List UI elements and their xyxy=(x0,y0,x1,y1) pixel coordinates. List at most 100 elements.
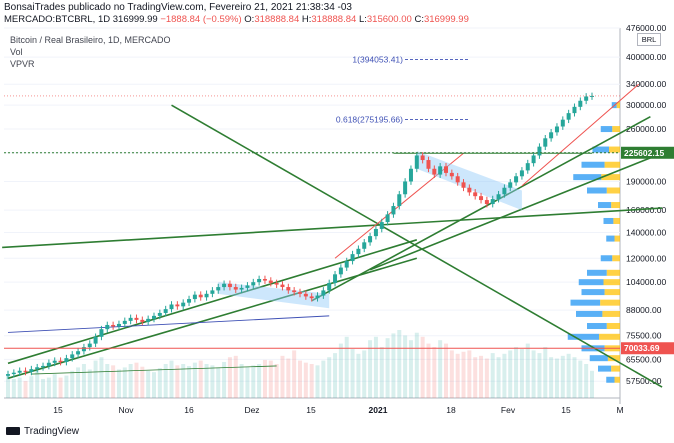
price-tick-label: 88000.00 xyxy=(626,305,662,315)
vpvr-bar-down xyxy=(607,355,620,362)
flag-pattern-1 xyxy=(218,282,330,309)
candle-body xyxy=(420,155,425,161)
support-line-purple[interactable] xyxy=(7,315,330,333)
volume-bar xyxy=(508,350,513,398)
candle-body xyxy=(192,294,197,300)
volume-bar xyxy=(11,378,16,398)
volume-bar xyxy=(560,355,565,398)
candle-body xyxy=(368,236,373,243)
vpvr-bar-down xyxy=(599,333,620,340)
volume-bar xyxy=(449,350,454,398)
price-tick-label: 57500.00 xyxy=(626,376,662,386)
candle-body xyxy=(81,347,86,352)
volume-bar xyxy=(373,336,378,398)
price-label-text: 225602.15 xyxy=(624,148,664,158)
candle-body xyxy=(93,336,98,344)
price-tick-label: 140000.00 xyxy=(626,227,666,237)
vpvr-bar-down xyxy=(606,323,620,330)
candle-body xyxy=(134,317,139,320)
candle-body xyxy=(590,95,594,97)
minor-trend-line[interactable] xyxy=(31,365,277,375)
candle-body xyxy=(426,160,431,169)
high-label: H: xyxy=(301,14,312,25)
time-tick-label: 15 xyxy=(561,405,571,415)
vpvr-bar-up xyxy=(581,161,605,168)
volume-bar xyxy=(227,357,232,398)
volume-bar xyxy=(549,357,554,398)
volume-bar xyxy=(198,360,203,398)
legend-vol[interactable]: Vol xyxy=(10,47,23,57)
fib-level-label: 0.618(275195.66) xyxy=(336,115,403,125)
volume-bar xyxy=(578,360,583,398)
volume-bar xyxy=(111,365,116,398)
bottom-trend-line[interactable] xyxy=(171,104,663,388)
candle-body xyxy=(327,282,332,291)
candle-body xyxy=(292,290,297,293)
candle-body xyxy=(169,304,174,310)
volume-bar xyxy=(590,370,594,398)
legend-vpvr[interactable]: VPVR xyxy=(10,59,35,69)
time-tick-label: 15 xyxy=(306,405,316,415)
volume-bar xyxy=(292,350,297,398)
high-value: 318888.84 xyxy=(311,14,357,25)
candle-body xyxy=(286,287,291,291)
candle-body xyxy=(116,323,121,327)
volume-bar xyxy=(414,332,419,398)
candle-body xyxy=(473,192,478,197)
publisher-line: BonsaiTrades publicado no TradingView.co… xyxy=(4,2,352,13)
vpvr-bar-up xyxy=(592,146,609,153)
volume-bar xyxy=(204,364,209,398)
candle-body xyxy=(46,362,51,366)
price-tick-label: 120000.00 xyxy=(626,253,666,263)
red-trend-line-2[interactable] xyxy=(521,83,640,187)
volume-bar xyxy=(35,370,40,398)
vpvr-bar-down xyxy=(602,310,620,317)
channel-upper-1[interactable] xyxy=(7,239,418,365)
volume-bar xyxy=(385,338,390,398)
vpvr-bar-down xyxy=(614,376,620,383)
vpvr-bar-down xyxy=(601,174,620,181)
channel-lower-1[interactable] xyxy=(7,257,418,380)
vpvr-bar-down xyxy=(611,365,620,372)
candle-body xyxy=(321,290,326,296)
vpvr-bar-down xyxy=(606,269,620,276)
trend-line-long[interactable] xyxy=(2,207,663,249)
vpvr-bar-up xyxy=(606,376,615,383)
candle-body xyxy=(163,309,168,313)
candle-body xyxy=(373,228,378,237)
time-tick-label: 15 xyxy=(53,405,63,415)
candle-body xyxy=(303,293,308,297)
channel-lower-2[interactable] xyxy=(369,152,663,271)
volume-bar xyxy=(268,360,273,398)
volume-bar xyxy=(566,353,571,398)
candle-body xyxy=(479,196,484,201)
candle-body xyxy=(403,181,408,195)
volume-bar xyxy=(181,364,186,398)
time-tick-label: Fev xyxy=(501,405,516,415)
legend-title[interactable]: Bitcoin / Real Brasileiro, 1D, MERCADO xyxy=(10,35,171,45)
volume-bar xyxy=(128,364,133,398)
volume-bar xyxy=(490,353,495,398)
candle-body xyxy=(140,319,145,322)
volume-bar xyxy=(554,358,559,398)
volume-bar xyxy=(496,357,501,398)
volume-bar xyxy=(17,377,22,398)
volume-bar xyxy=(262,359,267,398)
volume-bar xyxy=(543,347,548,398)
candle-body xyxy=(531,155,536,164)
symbol-ohlc-line: MERCADO:BTCBRL, 1D 316999.99 −1888.84 (−… xyxy=(4,14,469,25)
candle-body xyxy=(315,295,320,299)
last-price: 316999.99 xyxy=(112,14,158,25)
volume-bar xyxy=(397,330,402,398)
volume-bar xyxy=(280,355,285,398)
open-label: O: xyxy=(244,14,255,25)
volume-bar xyxy=(46,377,51,398)
channel-upper-2[interactable] xyxy=(311,115,651,302)
candle-body xyxy=(490,199,495,205)
volume-bar xyxy=(87,369,92,398)
currency-button[interactable]: BRL xyxy=(637,33,661,46)
symbol-label: MERCADO:BTCBRL, 1D xyxy=(4,14,111,25)
volume-bar xyxy=(64,375,69,398)
candle-body xyxy=(99,329,104,337)
